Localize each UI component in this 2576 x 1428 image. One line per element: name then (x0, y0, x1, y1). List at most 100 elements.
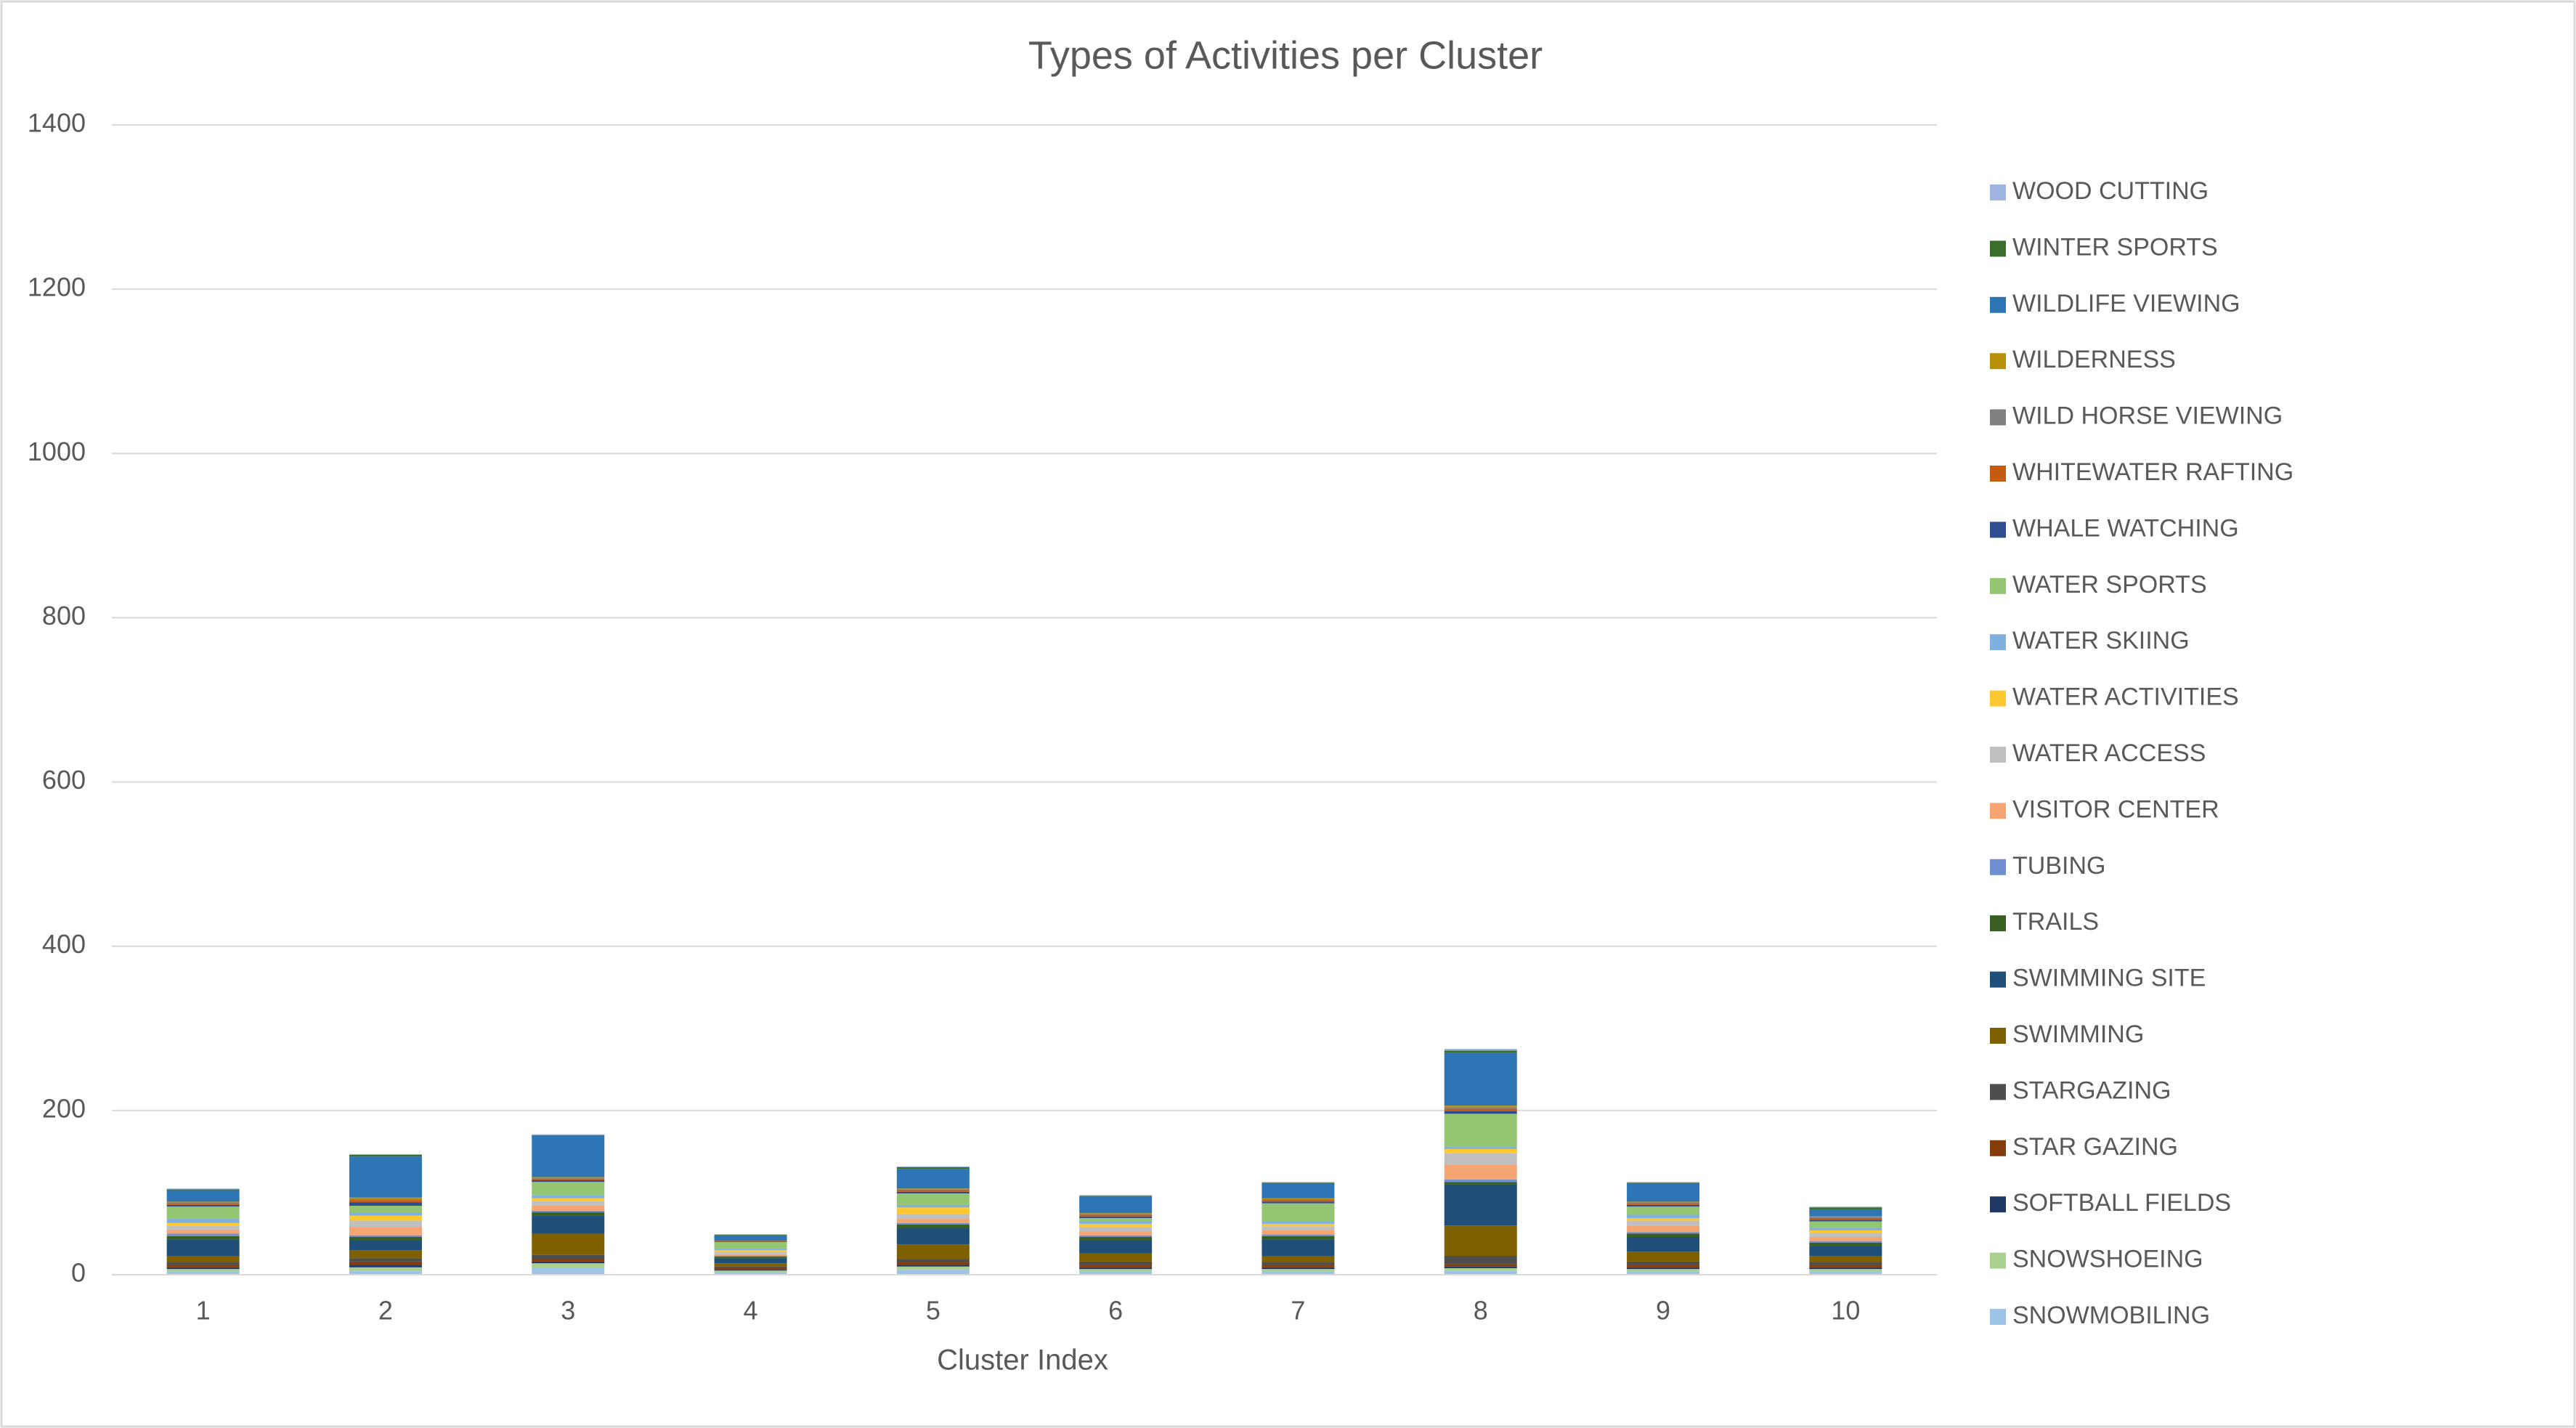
bar-segment (532, 1201, 605, 1206)
bar-segment (1627, 1182, 1700, 1184)
legend-swatch (1990, 296, 2006, 313)
bar-segment (1261, 1255, 1335, 1263)
bar-segment (1444, 1146, 1517, 1150)
bar-segment (349, 1198, 422, 1201)
bar-segment (1444, 1113, 1517, 1147)
bar-segment (1079, 1267, 1153, 1270)
bar-segment (1079, 1196, 1153, 1214)
bar-segment (1261, 1236, 1335, 1240)
legend-swatch (1990, 1309, 2006, 1325)
legend-swatch (1990, 747, 2006, 763)
bar-segment (166, 1206, 240, 1220)
bar-segment (532, 1182, 605, 1196)
bar-segment (166, 1233, 240, 1236)
bar-segment (532, 1212, 605, 1216)
bar-segment (532, 1195, 605, 1198)
bar-segment (714, 1234, 787, 1236)
legend-swatch (1990, 859, 2006, 875)
legend-swatch (1990, 1028, 2006, 1044)
bar-segment (896, 1190, 970, 1192)
bar-segment (1809, 1236, 1882, 1241)
bar-segment (1079, 1227, 1153, 1232)
bar-segment (714, 1251, 787, 1254)
bar-segment (1809, 1242, 1882, 1246)
bar-segment (349, 1250, 422, 1259)
legend-swatch (1990, 1140, 2006, 1156)
bar-segment (532, 1215, 605, 1234)
bar-segment (349, 1202, 422, 1206)
bar-segment (1079, 1213, 1153, 1214)
bar-segment (1627, 1206, 1700, 1215)
bar-segment (1444, 1111, 1517, 1114)
y-tick-label: 1200 (28, 272, 86, 302)
legend-label: TRAILS (2012, 908, 2099, 936)
legend-swatch (1990, 353, 2006, 370)
x-tick-label: 6 (1108, 1296, 1123, 1326)
legend-label: SWIMMING SITE (2012, 965, 2206, 992)
bar-segment (532, 1233, 605, 1255)
legend-label: WATER ACCESS (2012, 739, 2206, 767)
bar-segment (166, 1219, 240, 1223)
bar-segment (714, 1255, 787, 1257)
bar-segment (714, 1241, 787, 1249)
legend-swatch (1990, 1252, 2006, 1269)
bar-segment (349, 1212, 422, 1216)
bar-segment (166, 1202, 240, 1204)
bar-segment (1261, 1267, 1335, 1270)
bar-segment (1809, 1230, 1882, 1233)
bar-segment (1809, 1228, 1882, 1230)
bar-segment (166, 1236, 240, 1240)
bar-segment (896, 1167, 970, 1169)
x-tick-label: 1 (196, 1296, 211, 1326)
bar-segment (349, 1153, 422, 1155)
legend-label: SWIMMING (2012, 1021, 2144, 1048)
bar-segment (1627, 1201, 1700, 1203)
y-tick-label: 1400 (28, 108, 86, 138)
bar-segment (896, 1214, 970, 1220)
y-tick-label: 200 (42, 1093, 86, 1123)
legend-swatch (1990, 577, 2006, 594)
y-tick-label: 400 (42, 929, 86, 959)
legend-label: WHITEWATER RAFTING (2012, 458, 2293, 486)
bar-segment (896, 1228, 970, 1245)
bar-segment (166, 1265, 240, 1267)
bar-segment (1261, 1203, 1335, 1222)
bar-segment (1444, 1264, 1517, 1267)
bar-segment (1444, 1184, 1517, 1226)
bar-segment (1079, 1236, 1153, 1241)
legend-label: WILDLIFE VIEWING (2012, 290, 2240, 317)
bar-segment (1809, 1221, 1882, 1228)
bar-segment (1079, 1269, 1153, 1272)
bar-segment (1261, 1198, 1335, 1201)
bar-segment (714, 1254, 787, 1256)
bar-segment (166, 1229, 240, 1234)
bar-segment (532, 1259, 605, 1262)
bar-segment (1627, 1225, 1700, 1233)
bar-segment (166, 1267, 240, 1270)
bar-segment (1261, 1200, 1335, 1202)
bar-segment (1809, 1265, 1882, 1267)
bar-segment (532, 1206, 605, 1211)
bar-segment (1079, 1216, 1153, 1218)
bar-segment (349, 1267, 422, 1271)
bar-segment (1444, 1270, 1517, 1275)
bar-segment (1261, 1201, 1335, 1204)
bar-segment (1444, 1149, 1517, 1153)
legend-label: WINTER SPORTS (2012, 233, 2218, 261)
bar-segment (1809, 1209, 1882, 1217)
bar-segment (1627, 1217, 1700, 1221)
legend-swatch (1990, 915, 2006, 932)
bar-segment (1627, 1265, 1700, 1267)
bar-segment (166, 1190, 240, 1202)
chart-title: Types of Activities per Cluster (1028, 33, 1543, 77)
bar-segment (1444, 1179, 1517, 1182)
bar-segment (1261, 1262, 1335, 1265)
bar-segment (1809, 1255, 1882, 1263)
bar-segment (714, 1258, 787, 1264)
bar-segment (1079, 1231, 1153, 1236)
bar-segment (1079, 1253, 1153, 1262)
x-tick-label: 4 (744, 1296, 758, 1326)
bar-segment (532, 1178, 605, 1180)
legend-label: SNOWSHOEING (2012, 1246, 2203, 1273)
bar-segment (349, 1270, 422, 1275)
